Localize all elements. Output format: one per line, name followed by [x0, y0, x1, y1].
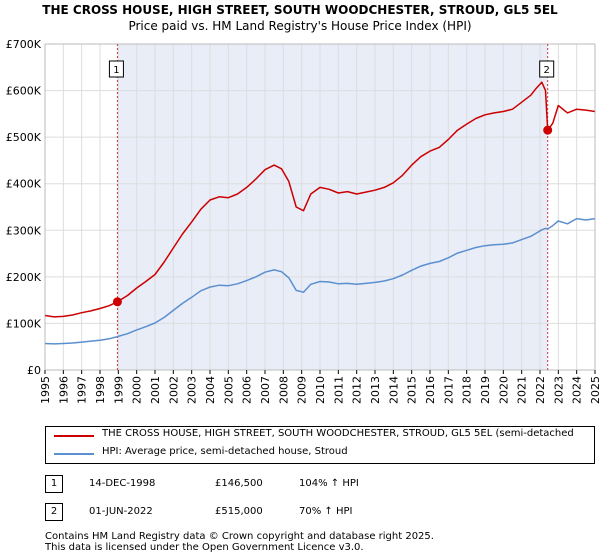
sale-date: 14-DEC-1998: [89, 478, 156, 489]
y-tick-label: £0: [27, 364, 41, 377]
sale-number-badge: 1: [45, 475, 63, 493]
property-series-line: [44, 81, 596, 318]
price-chart: 1 2 £0 £100K £200K £300K £400K £500K £600K £700K…: [6, 38, 600, 404]
sale-date: 01-JUN-2022: [89, 506, 153, 517]
x-tick-label: 2021: [516, 376, 529, 404]
legend: THE CROSS HOUSE, HIGH STREET, SOUTH WOOD…: [45, 426, 595, 464]
sale-number-badge: 2: [45, 503, 63, 521]
x-tick-label: 2022: [534, 376, 547, 404]
y-tick-label: £700K: [6, 38, 42, 51]
x-tick-label: 2008: [277, 376, 290, 404]
x-tick-label: 2010: [314, 376, 327, 404]
ownership-period-shading: [117, 44, 548, 370]
x-tick-label: 2019: [479, 376, 492, 404]
x-tick-label: 1998: [94, 376, 107, 404]
sale-hpi-change: 70% ↑ HPI: [299, 506, 353, 517]
x-tick-label: 2023: [552, 376, 565, 404]
x-tick-label: 2016: [424, 376, 437, 404]
legend-swatch-hpi: [54, 453, 94, 455]
sale-row-1: 1 14-DEC-1998 £146,500 104% ↑ HPI: [45, 475, 595, 497]
y-tick-label: £200K: [6, 271, 42, 284]
legend-item-hpi: HPI: Average price, semi-detached house,…: [46, 445, 594, 463]
x-tick-label: 2011: [332, 376, 345, 404]
sale-1-point: [112, 297, 122, 307]
x-tick-label: 1999: [112, 376, 125, 404]
x-tick-label: 2020: [497, 376, 510, 404]
x-tick-label: 1997: [76, 376, 89, 404]
x-tick-label: 2004: [204, 376, 217, 404]
legend-label-property: THE CROSS HOUSE, HIGH STREET, SOUTH WOOD…: [102, 428, 574, 439]
x-tick-label: 2015: [406, 376, 419, 404]
legend-item-property: THE CROSS HOUSE, HIGH STREET, SOUTH WOOD…: [46, 427, 594, 445]
x-tick-label: 2009: [296, 376, 309, 404]
sale-1-badge: [108, 60, 124, 78]
footer-copyright: Contains HM Land Registry data © Crown c…: [45, 531, 434, 542]
y-tick-label: £500K: [6, 131, 42, 144]
legend-label-hpi: HPI: Average price, semi-detached house,…: [102, 446, 348, 457]
y-tick-label: £300K: [6, 224, 42, 237]
footer-licence: This data is licensed under the Open Gov…: [45, 542, 364, 553]
x-tick-label: 2006: [241, 376, 254, 404]
sale-2-point: [543, 125, 553, 135]
x-tick-label: 1995: [39, 376, 52, 404]
y-tick-label: £400K: [6, 178, 42, 191]
x-tick-label: 2002: [167, 376, 180, 404]
y-tick-label: £100K: [6, 317, 42, 330]
chart-subtitle: Price paid vs. HM Land Registry's House …: [128, 19, 472, 33]
sale-hpi-change: 104% ↑ HPI: [299, 478, 359, 489]
x-tick-label: 2007: [259, 376, 272, 404]
x-tick-label: 2017: [442, 376, 455, 404]
x-tick-label: 2013: [369, 376, 382, 404]
sale-2-badge: [539, 60, 555, 78]
x-tick-label: 2012: [351, 376, 364, 404]
x-tick-label: 2001: [149, 376, 162, 404]
x-tick-label: 2003: [186, 376, 199, 404]
legend-swatch-property: [54, 435, 94, 437]
x-tick-label: 2018: [461, 376, 474, 404]
footer: Contains HM Land Registry data © Crown c…: [45, 531, 434, 553]
x-tick-label: 2005: [222, 376, 235, 404]
x-tick-label: 2024: [571, 376, 584, 404]
x-tick-label: 2000: [131, 376, 144, 404]
chart-title: THE CROSS HOUSE, HIGH STREET, SOUTH WOOD…: [42, 3, 558, 17]
sale-2-badge-label: 2: [544, 65, 550, 76]
sale-row-2: 2 01-JUN-2022 £515,000 70% ↑ HPI: [45, 503, 595, 525]
hpi-series-line: [44, 217, 596, 345]
sale-price: £146,500: [215, 478, 263, 489]
sale-1-badge-label: 1: [113, 65, 119, 76]
y-tick-label: £600K: [6, 85, 42, 98]
plot-border: [44, 43, 596, 371]
x-tick-label: 2025: [589, 376, 600, 404]
x-tick-label: 2014: [387, 376, 400, 404]
sale-price: £515,000: [215, 506, 263, 517]
x-tick-label: 1996: [57, 376, 70, 404]
